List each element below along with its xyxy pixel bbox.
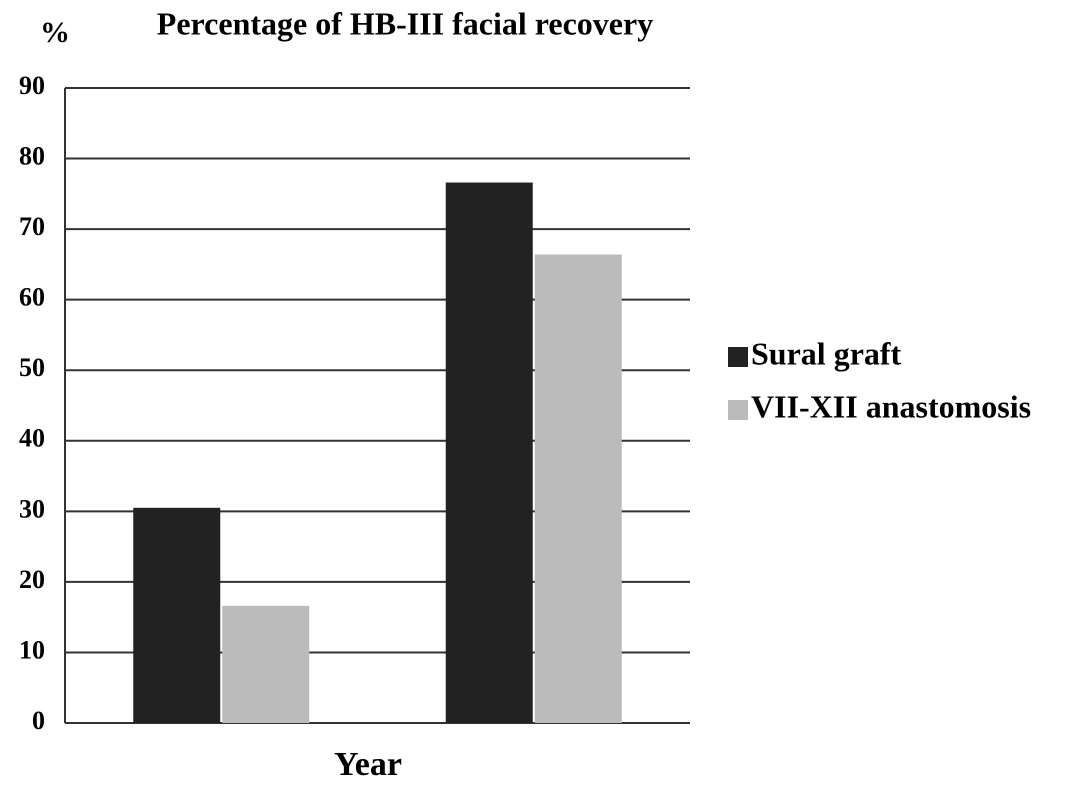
y-tick-label: 50 [19,353,45,382]
x-axis-label: Year [334,746,402,783]
y-tick-label: 60 [19,283,45,312]
legend-label: VII-XII anastomosis [751,388,1031,424]
bar [534,254,622,723]
y-tick-label: 20 [19,565,45,594]
y-axis-label: % [40,16,70,49]
legend-swatch [728,347,748,367]
bar [222,605,310,723]
y-tick-label: 90 [19,71,45,100]
bar [133,507,221,723]
legend-swatch [728,400,748,420]
y-tick-label: 0 [32,706,45,735]
bar [445,182,533,724]
y-tick-label: 10 [19,635,45,664]
y-tick-label: 40 [19,424,45,453]
y-tick-label: 80 [19,142,45,171]
chart-title: Percentage of HB-III facial recovery [157,5,653,41]
legend-label: Sural graft [751,335,902,371]
y-tick-label: 30 [19,494,45,523]
y-tick-label: 70 [19,212,45,241]
